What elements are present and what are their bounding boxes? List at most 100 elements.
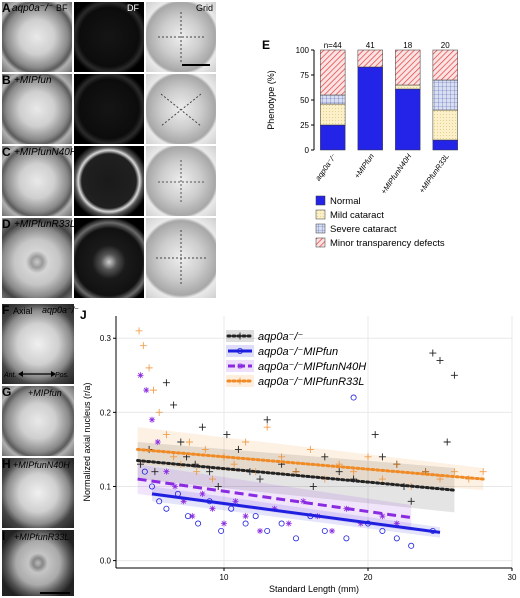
data-point: [149, 386, 157, 394]
data-point: [236, 348, 243, 355]
legend-label: Severe cataract: [330, 224, 397, 235]
bar-segment: [395, 49, 421, 86]
data-point: [292, 535, 299, 542]
bar-segment: [320, 49, 346, 96]
confidence-band: [137, 442, 455, 513]
data-point: [214, 482, 222, 490]
column-header-grid: Grid: [196, 3, 214, 13]
row-tag-h: +MIPfunN40H: [13, 460, 70, 470]
data-point: [257, 527, 263, 534]
panel-b-bf: [2, 74, 72, 144]
legend-label: Normal: [330, 196, 361, 207]
data-point: [450, 371, 458, 379]
ant-label: Ant.: [4, 372, 17, 379]
legend-swatch: [315, 195, 326, 206]
column-header-df: DF: [127, 3, 139, 13]
data-point: [230, 460, 238, 468]
bar-segment: [432, 139, 458, 151]
fit-line: [137, 477, 412, 520]
data-point: [137, 372, 144, 379]
data-point: [408, 542, 415, 549]
x-tick-label: +MIPfun: [352, 152, 376, 180]
data-point: [242, 438, 250, 446]
confidence-band: [137, 427, 484, 491]
panel-d-df: [74, 218, 144, 298]
y-axis-label: Normalized axial nucleus (r/a): [82, 382, 92, 501]
data-point: [162, 379, 170, 387]
data-point: [306, 445, 314, 453]
data-point: [177, 438, 185, 446]
panel-b-grid: [146, 74, 216, 144]
scale-bar: [40, 592, 70, 594]
row-tag-a: aqp0a⁻/⁻: [12, 3, 54, 14]
data-point: [335, 468, 343, 476]
data-point: [292, 468, 300, 476]
data-point: [201, 445, 209, 453]
bar-segment: [357, 49, 383, 68]
data-point: [223, 431, 231, 439]
x-tick-label: +MIPfunN40H: [379, 152, 414, 196]
data-point: [170, 401, 178, 409]
panel-a-bf: [2, 2, 72, 72]
data-point: [139, 342, 147, 350]
data-point: [206, 468, 214, 476]
data-point: [141, 468, 148, 475]
column-header-bf: BF: [56, 3, 68, 13]
panel-d-grid: [146, 218, 216, 298]
data-point: [263, 416, 271, 424]
data-point: [256, 475, 264, 483]
panel-a-df: [74, 2, 144, 72]
data-point: [143, 387, 150, 394]
bar-segment: [320, 103, 346, 126]
panel-label-j: J: [80, 308, 87, 322]
data-point: [285, 520, 292, 527]
y-tick-label: 0: [305, 146, 310, 155]
data-point: [321, 527, 328, 534]
data-point: [162, 431, 170, 439]
data-point: [436, 356, 444, 364]
bar-segment: [432, 79, 458, 111]
panel-label-a: A: [2, 1, 11, 15]
panel-label-c: C: [2, 145, 11, 159]
data-point: [321, 453, 329, 461]
pos-label: Pos.: [55, 372, 70, 379]
data-point: [170, 453, 178, 461]
panel-f-image: [2, 304, 74, 384]
data-point: [436, 475, 444, 483]
legend-label: aqp0a⁻/⁻: [258, 331, 303, 343]
data-point: [149, 483, 156, 490]
row-tag-d: +MIPfunR33L: [14, 219, 76, 230]
bar-segment: [357, 66, 383, 151]
data-point: [189, 513, 196, 520]
y-tick-label: 50: [300, 96, 309, 105]
data-point: [278, 520, 285, 527]
data-point: [163, 468, 170, 475]
bar-segment: [395, 88, 421, 151]
grid-cross-icon: [156, 230, 206, 286]
bar-count-label: 41: [366, 41, 375, 50]
data-point: [242, 513, 249, 520]
data-point: [329, 527, 335, 534]
data-point: [350, 394, 357, 401]
panel-label-f: F: [2, 303, 10, 317]
data-point: [379, 527, 386, 534]
x-tick-label: aqp0a⁻/⁻: [313, 152, 338, 182]
fit-line: [136, 447, 485, 481]
bar-segment: [395, 84, 421, 90]
legend-label: Mild cataract: [330, 210, 384, 221]
data-point: [479, 468, 487, 476]
grid-cross-icon: [158, 160, 204, 204]
fit-line: [136, 459, 456, 492]
bar-segment: [320, 94, 346, 105]
panel-h-image: [2, 458, 74, 528]
panel-a-grid: [146, 2, 216, 72]
data-point: [357, 520, 364, 527]
data-point: [264, 527, 271, 534]
confidence-band: [137, 464, 412, 531]
bar-count-label: 18: [403, 41, 412, 50]
legend-swatch: [315, 209, 326, 220]
y-tick-label: 75: [300, 71, 309, 80]
x-tick-label: 20: [364, 573, 373, 582]
data-point: [228, 505, 235, 512]
data-point: [443, 438, 451, 446]
